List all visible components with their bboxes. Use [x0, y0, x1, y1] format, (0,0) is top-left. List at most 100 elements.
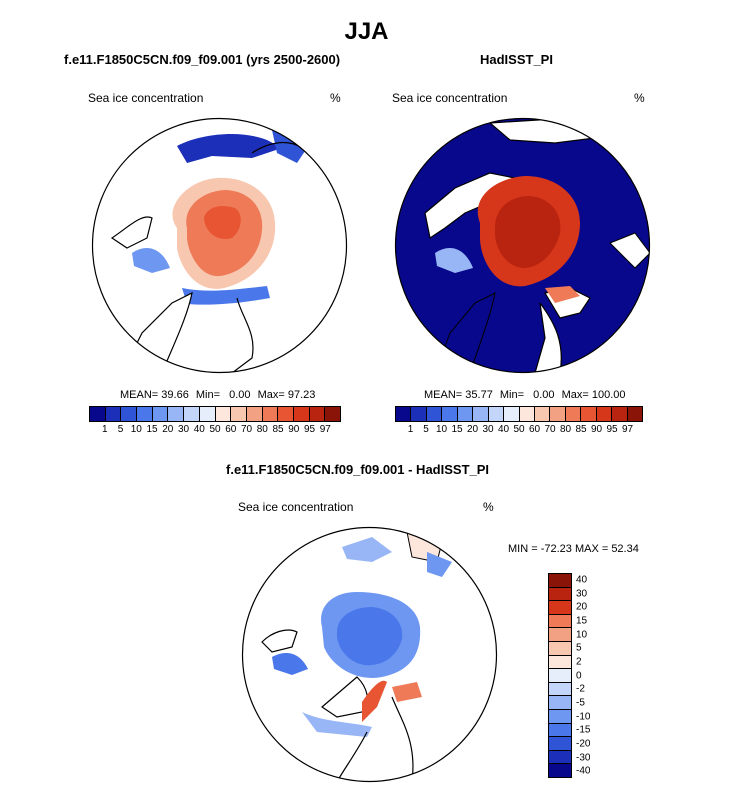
colorbar-tick-label: 85 — [272, 424, 284, 435]
colorbar-swatch — [137, 407, 153, 421]
colorbar-tick-label: 20 — [576, 601, 588, 613]
left-min-label: Min= — [195, 389, 221, 401]
left-polar-map — [91, 117, 348, 374]
colorbar-tick-label: 5 — [117, 424, 124, 435]
diff-panel-subtitle: f.e11.F1850C5CN.f09_f09.001 - HadISST_PI — [226, 462, 490, 477]
colorbar-tick-label: 15 — [146, 424, 158, 435]
colorbar-swatch — [549, 628, 571, 642]
colorbar-swatch — [105, 407, 122, 421]
right-panel-subtitle: HadISST_PI — [480, 52, 553, 67]
colorbar-swatch — [246, 407, 263, 421]
colorbar-swatch — [309, 407, 326, 421]
right-polar-map — [394, 117, 651, 374]
colorbar-tick-label: 10 — [130, 424, 142, 435]
colorbar-swatch — [325, 407, 340, 421]
colorbar-swatch — [396, 407, 412, 421]
colorbar-swatch — [549, 764, 571, 777]
colorbar-tick-label: 30 — [576, 588, 588, 599]
colorbar-swatch — [549, 723, 571, 738]
diff-minmax: MIN = -72.23 MAX = 52.34 — [508, 543, 639, 555]
colorbar-tick-label: 20 — [162, 424, 174, 435]
colorbar-tick-label: 40 — [576, 574, 588, 586]
colorbar-swatch — [519, 407, 535, 421]
diff-colorbar — [548, 573, 572, 778]
left-panel-subtitle: f.e11.F1850C5CN.f09_f09.001 (yrs 2500-26… — [64, 52, 341, 67]
colorbar-tick-label: 85 — [575, 424, 587, 435]
colorbar-swatch — [473, 407, 489, 421]
colorbar-swatch — [612, 407, 628, 421]
colorbar-tick-label: -5 — [576, 697, 585, 709]
colorbar-swatch — [231, 407, 247, 421]
colorbar-tick-label: -30 — [576, 752, 591, 763]
colorbar-tick-label: 50 — [209, 424, 221, 435]
colorbar-swatch — [549, 709, 571, 724]
colorbar-tick-label: 15 — [451, 424, 463, 435]
colorbar-swatch — [152, 407, 169, 421]
colorbar-tick-label: 40 — [193, 424, 205, 435]
colorbar-swatch — [581, 407, 597, 421]
colorbar-tick-label: 95 — [606, 424, 618, 435]
colorbar-tick-label: 40 — [497, 424, 510, 435]
colorbar-swatch — [168, 407, 185, 421]
diff-units-label: % — [483, 500, 494, 514]
colorbar-swatch — [549, 587, 571, 602]
colorbar-tick-label: 30 — [482, 424, 494, 435]
right-stats: MEAN= 35.77 Min= 0.00 Max= 100.00 — [424, 389, 626, 401]
colorbar-tick-label: 97 — [621, 424, 634, 435]
colorbar-tick-label: -15 — [576, 724, 591, 736]
colorbar-swatch — [549, 737, 571, 751]
colorbar-swatch — [426, 407, 443, 421]
right-variable-label: Sea ice concentration — [392, 91, 508, 105]
colorbar-swatch — [442, 407, 458, 421]
colorbar-tick-label: 70 — [240, 424, 253, 435]
colorbar-tick-label: 20 — [466, 424, 479, 435]
diff-colorbar-labels: 40 30 20 15 10 5 2 0 -2 -5 -10 -15 -20 -30 -40 — [576, 573, 616, 776]
right-min-value: 0.00 — [533, 389, 555, 401]
left-mean-label: MEAN= — [120, 389, 159, 401]
colorbar-tick-label: -10 — [576, 711, 591, 722]
colorbar-swatch — [199, 407, 216, 421]
colorbar-tick-label: 10 — [576, 629, 588, 640]
left-max-value: 97.23 — [287, 389, 316, 401]
colorbar-swatch — [565, 407, 582, 421]
left-colorbar-labels: 1 5 10 15 20 30 40 50 60 70 80 85 90 95 97 — [89, 424, 339, 438]
colorbar-tick-label: 5 — [423, 424, 429, 435]
diff-polar-map — [241, 526, 498, 783]
right-units-label: % — [634, 91, 645, 105]
colorbar-swatch — [121, 407, 138, 421]
colorbar-swatch — [411, 407, 427, 421]
colorbar-tick-label: 0 — [576, 670, 582, 681]
colorbar-tick-label: 50 — [513, 424, 525, 435]
colorbar-swatch — [549, 574, 571, 588]
colorbar-swatch — [504, 407, 520, 421]
colorbar-swatch — [549, 641, 571, 656]
right-max-value: 100.00 — [591, 389, 626, 401]
right-colorbar — [395, 406, 643, 422]
left-colorbar — [89, 406, 341, 422]
colorbar-swatch — [534, 407, 551, 421]
colorbar-tick-label: 70 — [544, 424, 556, 435]
colorbar-tick-label: -2 — [576, 683, 585, 695]
right-mean-label: MEAN= — [424, 389, 463, 401]
colorbar-swatch — [278, 407, 294, 421]
colorbar-swatch — [457, 407, 474, 421]
colorbar-tick-label: 2 — [576, 656, 582, 668]
colorbar-swatch — [184, 407, 200, 421]
colorbar-tick-label: 1 — [101, 424, 108, 435]
colorbar-swatch — [549, 750, 571, 765]
colorbar-swatch — [293, 407, 310, 421]
left-stats: MEAN= 39.66 Min= 0.00 Max= 97.23 — [120, 389, 315, 401]
colorbar-swatch — [215, 407, 232, 421]
colorbar-swatch — [549, 669, 571, 683]
colorbar-tick-label: 5 — [576, 642, 582, 654]
left-max-label: Max= — [257, 389, 285, 401]
colorbar-swatch — [627, 407, 642, 421]
left-min-value: 0.00 — [229, 389, 251, 401]
left-mean-value: 39.66 — [161, 389, 189, 401]
colorbar-tick-label: 80 — [256, 424, 268, 435]
colorbar-tick-label: 60 — [528, 424, 541, 435]
colorbar-swatch — [550, 407, 566, 421]
colorbar-swatch — [90, 407, 106, 421]
colorbar-tick-label: 60 — [225, 424, 237, 435]
colorbar-tick-label: 95 — [303, 424, 316, 435]
